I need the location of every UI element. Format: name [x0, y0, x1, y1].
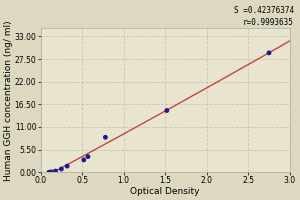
Point — [53, 169, 58, 173]
Y-axis label: Human GGH concentration (ng/ ml): Human GGH concentration (ng/ ml) — [4, 20, 13, 181]
Point — [59, 167, 64, 171]
Text: S =0.42376374
r=0.9993635: S =0.42376374 r=0.9993635 — [234, 6, 294, 27]
Point — [81, 158, 86, 162]
Point — [164, 109, 169, 112]
Point — [65, 165, 70, 168]
Point — [103, 136, 108, 139]
Point — [46, 171, 51, 174]
X-axis label: Optical Density: Optical Density — [130, 187, 200, 196]
Point — [85, 155, 90, 158]
Point — [267, 51, 272, 54]
Point — [49, 170, 54, 173]
